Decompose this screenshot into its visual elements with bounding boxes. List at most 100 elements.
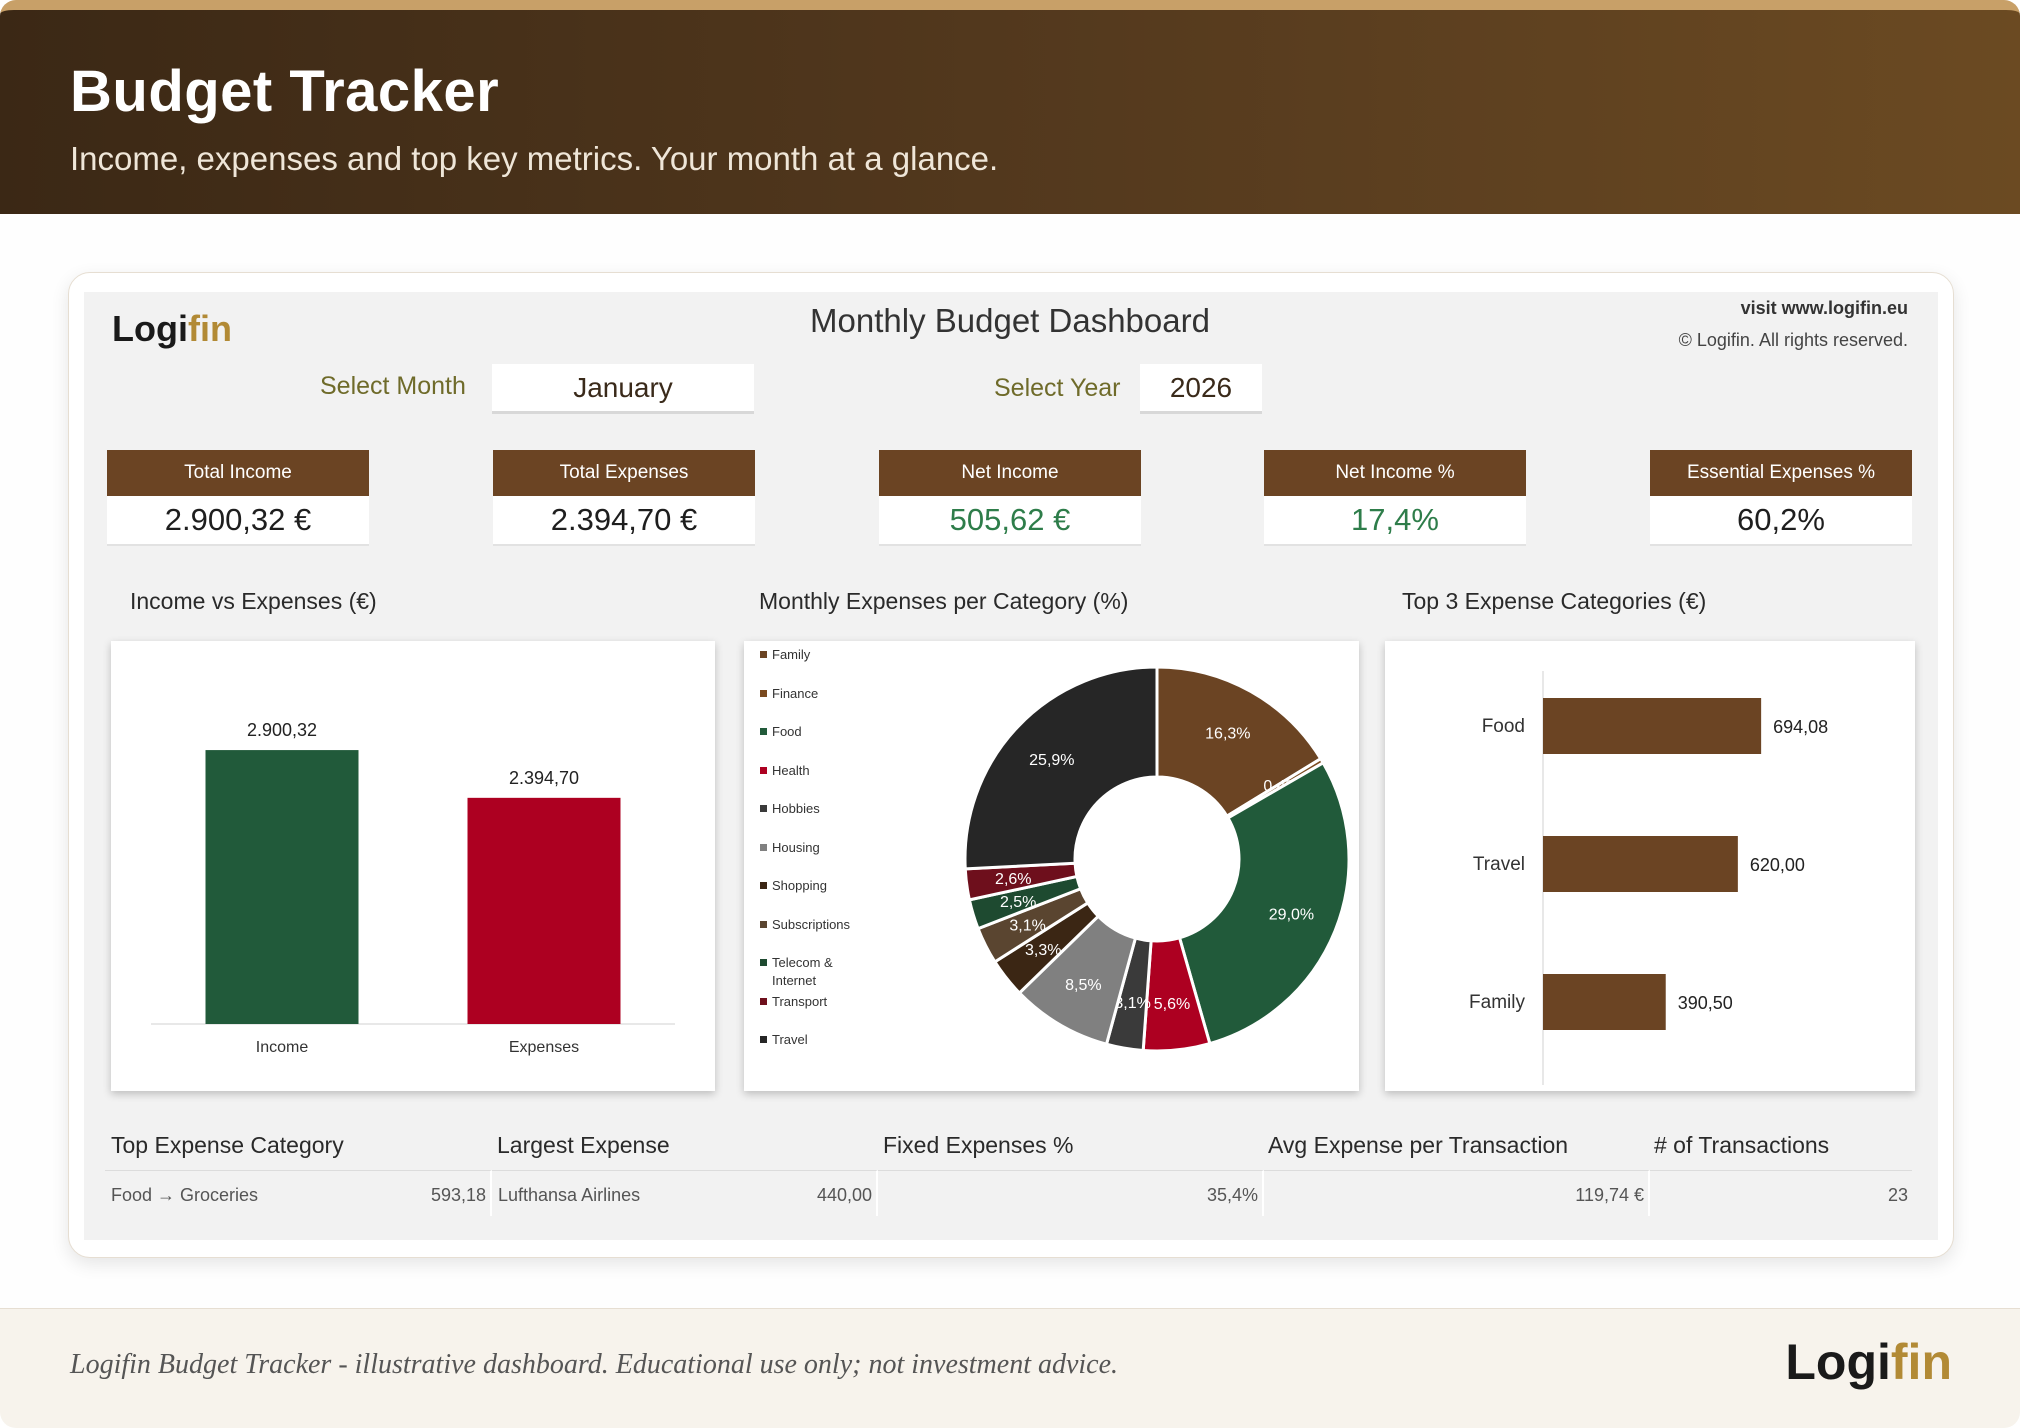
legend-label: Transport [772, 993, 828, 1009]
legend-label: Shopping [772, 878, 827, 893]
kpi-net-income-pct-value: 17,4% [1264, 496, 1526, 546]
kpi-net-income-pct-label: Net Income % [1264, 450, 1526, 496]
legend-swatch [760, 766, 767, 774]
metric-largest-expense-name: Lufthansa Airlines [498, 1185, 641, 1205]
legend-item: Finance [760, 685, 818, 703]
legend-swatch [760, 997, 767, 1005]
kpi-net-income-label: Net Income [879, 450, 1141, 496]
legend-item: Health [760, 762, 810, 780]
bar-expenses [467, 797, 621, 1024]
footer-logo: Logifin [1785, 1333, 1952, 1391]
kpi-total-income-value: 2.900,32 € [107, 496, 369, 546]
top-categories-title: Top 3 Expense Categories (€) [1402, 588, 1707, 614]
metric-avg-expense-row: 119,74 € [1264, 1170, 1650, 1216]
metric-largest-expense-label: Largest Expense [497, 1132, 670, 1158]
bar-value-label: 2.900,32 [247, 720, 317, 740]
legend-label: Hobbies [772, 801, 820, 816]
metric-avg-expense-label: Avg Expense per Transaction [1268, 1132, 1569, 1158]
kpi-essential-expenses-label: Essential Expenses % [1650, 450, 1912, 496]
metric-avg-expense-value: 119,74 € [1575, 1185, 1644, 1205]
donut-slice-label: 3,3% [1025, 942, 1061, 959]
legend-label: Travel [772, 1032, 808, 1047]
metric-top-category-label: Top Expense Category [111, 1132, 344, 1158]
income-expenses-chart-panel: 2.900,32 Income 2.394,70 Expenses [111, 641, 715, 1091]
metric-fixed-expenses-row: 35,4% [878, 1170, 1264, 1216]
legend-label: Food [772, 724, 802, 739]
metric-largest-expense-row: Lufthansa Airlines 440,00 [492, 1170, 878, 1216]
metric-largest-expense-amount: 440,00 [816, 1185, 872, 1205]
donut-slice-label: 25,9% [1029, 752, 1074, 769]
legend-label: Family [772, 647, 811, 662]
y-tick-label: Travel [1473, 854, 1525, 875]
legend-swatch [760, 843, 767, 851]
hbar-value-label: 694,08 [1773, 717, 1828, 737]
donut-slice-food [1177, 760, 1351, 1046]
copyright-text: © Logifin. All rights reserved. [1678, 330, 1908, 350]
dashboard-title: Monthly Budget Dashboard [810, 302, 1210, 339]
metric-transactions-value: 23 [1887, 1185, 1908, 1205]
legend-label: Housing [772, 839, 820, 855]
legend-swatch [760, 728, 767, 735]
legend-swatch [760, 1036, 767, 1043]
metric-top-category-amount: 593,18 [430, 1185, 486, 1205]
legend-swatch [760, 689, 767, 697]
donut-slice-label: 29,0% [1269, 906, 1314, 923]
metric-top-category-name: Food → Groceries [111, 1185, 259, 1205]
page-subtitle: Income, expenses and top key metrics. Yo… [70, 140, 999, 177]
expenses-per-category-title: Monthly Expenses per Category (%) [759, 588, 1129, 614]
kpi-total-expenses-value: 2.394,70 € [493, 496, 755, 546]
category-donut-chart: 16,3%0,4%29,0%5,6%3,1%8,5%3,3%3,1%2,5%2,… [963, 665, 1351, 1053]
bar-value-label: 2.394,70 [509, 768, 579, 788]
hbar-value-label: 620,00 [1750, 855, 1805, 875]
legend-item: Hobbies [760, 800, 820, 818]
hbar-travel [1543, 836, 1738, 892]
x-tick-label: Income [256, 1039, 309, 1056]
legend-label: Finance [772, 685, 819, 701]
kpi-net-income-value: 505,62 € [879, 496, 1141, 546]
metric-fixed-expenses-value: 35,4% [1206, 1185, 1258, 1205]
legend-label: Subscriptions [772, 916, 851, 932]
hbar-family [1543, 974, 1666, 1030]
kpi-total-income-label: Total Income [107, 450, 369, 496]
donut-slice-travel [963, 665, 1159, 871]
sheet-logo: Logifin [112, 308, 232, 350]
category-chart-panel: 16,3%0,4%29,0%5,6%3,1%8,5%3,3%3,1%2,5%2,… [744, 641, 1359, 1091]
donut-slice-label: 2,5% [1000, 894, 1036, 911]
donut-slice-family [1155, 665, 1323, 819]
legend-item: Food [760, 723, 802, 741]
page-title: Budget Tracker [70, 59, 500, 124]
income-vs-expenses-title: Income vs Expenses (€) [130, 588, 377, 614]
top-categories-chart-panel: Food 694,08 Travel 620,00 Family 390,50 [1385, 641, 1915, 1091]
y-tick-label: Food [1482, 716, 1525, 737]
logo-text-fin: fin [187, 308, 232, 349]
metric-transactions-label: # of Transactions [1654, 1132, 1830, 1158]
hbar-food [1543, 698, 1762, 754]
legend-item: Subscriptions [760, 916, 850, 934]
footer-logo-logi: Logi [1785, 1334, 1891, 1390]
legend-item: Shopping [760, 877, 827, 895]
metric-top-category-row: Food → Groceries 593,18 [105, 1170, 492, 1216]
legend-swatch [760, 805, 767, 812]
legend-label: Telecom & Internet [772, 955, 833, 988]
bar-income [205, 750, 359, 1024]
metric-transactions-row: 23 [1650, 1170, 1912, 1216]
legend-item: Housing [760, 839, 820, 857]
donut-slice-label: 8,5% [1065, 977, 1101, 994]
logo-text-logi: Logi [112, 308, 188, 349]
visit-link[interactable]: visit www.logifin.eu [1740, 298, 1908, 318]
hero-banner: Budget Tracker Income, expenses and top … [0, 0, 2020, 214]
select-year-label: Select Year [994, 374, 1121, 402]
top-categories-chart: Food 694,08 Travel 620,00 Family 390,50 [1469, 671, 1828, 1085]
month-select[interactable]: January [492, 364, 754, 414]
donut-slice-label: 5,6% [1154, 996, 1190, 1013]
metric-fixed-expenses-label: Fixed Expenses % [883, 1132, 1074, 1158]
hbar-value-label: 390,50 [1678, 993, 1733, 1013]
footer-logo-fin: fin [1890, 1334, 1952, 1390]
select-month-label: Select Month [320, 372, 466, 400]
income-expenses-chart: 2.900,32 Income 2.394,70 Expenses [151, 720, 675, 1056]
legend-swatch [760, 920, 767, 928]
donut-slice-label: 2,6% [995, 871, 1031, 888]
year-select[interactable]: 2026 [1140, 364, 1262, 414]
footer: Logifin Budget Tracker - illustrative da… [0, 1308, 2020, 1428]
